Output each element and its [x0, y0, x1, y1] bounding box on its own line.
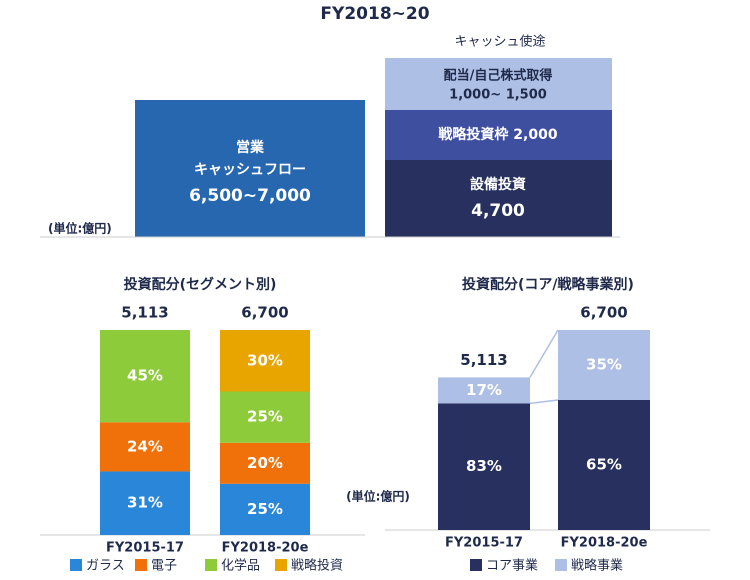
bar-segment [438, 377, 530, 404]
capex-box [385, 160, 612, 237]
operating-label: キャッシュフロー [194, 162, 306, 178]
legend-label: ガラス [86, 559, 125, 574]
total-label: 6,700 [580, 304, 627, 322]
capex-amount: 4,700 [471, 201, 525, 221]
legend-swatch [555, 559, 567, 571]
dividend-amount: 1,000~ 1,500 [449, 88, 547, 103]
x-tick-label: FY2018-20e [222, 541, 309, 556]
bar-segment [220, 330, 310, 392]
legend-label: コア事業 [486, 558, 538, 574]
operating-cf-box [135, 100, 365, 237]
legend-swatch [205, 559, 217, 571]
bar-segment [438, 403, 530, 530]
x-tick-label: FY2018-20e [561, 536, 648, 551]
dividend-label: 配当/自己株式取得 [444, 68, 553, 84]
total-label: 6,700 [241, 304, 288, 322]
unit-label: (単位:億円) [346, 489, 410, 504]
bar-segment [220, 483, 310, 535]
total-label: 5,113 [121, 304, 168, 322]
bar-segment [100, 422, 190, 472]
uses-header: キャッシュ使途 [454, 34, 545, 50]
legend-label: 戦略投資 [291, 558, 343, 574]
legend-label: 戦略事業 [571, 558, 623, 574]
bar-segment [558, 400, 650, 530]
legend-swatch [275, 559, 287, 571]
strategic-label: 戦略投資枠 2,000 [438, 126, 557, 143]
x-tick-label: FY2015-17 [106, 541, 184, 556]
total-label: 5,113 [460, 351, 507, 369]
x-tick-label: FY2015-17 [445, 536, 523, 551]
legend-label: 化学品 [221, 558, 260, 574]
bar-segment [220, 391, 310, 443]
value-label: 83% [466, 457, 502, 475]
bar-segment [558, 330, 650, 400]
value-label: 30% [247, 351, 283, 369]
bar-segment [220, 442, 310, 484]
unit-label: (単位:億円) [48, 221, 112, 236]
value-label: 20% [247, 454, 283, 472]
strategic-box [385, 110, 612, 160]
value-label: 17% [466, 381, 502, 399]
value-label: 25% [247, 408, 283, 426]
value-label: 35% [586, 356, 622, 374]
connector [529, 399, 559, 405]
value-label: 45% [127, 367, 163, 385]
chart-title: 投資配分(コア/戦略事業別) [462, 276, 634, 293]
value-label: 31% [127, 494, 163, 512]
connector [529, 329, 559, 378]
legend-label: 電子 [151, 559, 177, 574]
value-label: 25% [247, 500, 283, 518]
operating-amount: 6,500~7,000 [189, 186, 311, 206]
value-label: 65% [586, 456, 622, 474]
chart-title: 投資配分(セグメント別) [124, 276, 277, 293]
page-title: FY2018~20 [320, 4, 429, 24]
legend-swatch [70, 559, 82, 571]
value-label: 24% [127, 437, 163, 455]
bar-segment [100, 330, 190, 423]
operating-label: 営業 [236, 139, 265, 156]
bar-segment [100, 471, 190, 535]
legend-swatch [135, 559, 147, 571]
dividend-box [385, 58, 612, 110]
legend-swatch [470, 559, 482, 571]
capex-label: 設備投資 [470, 176, 526, 193]
